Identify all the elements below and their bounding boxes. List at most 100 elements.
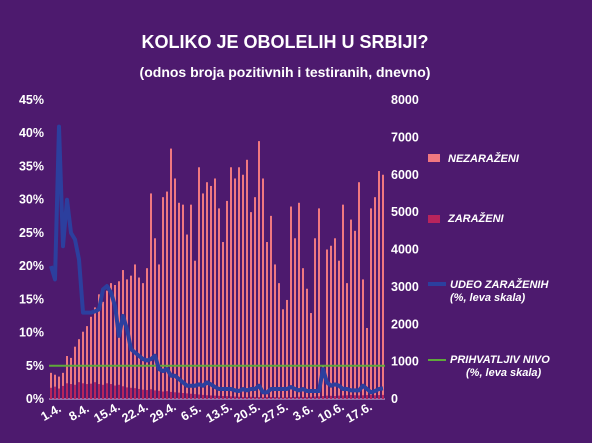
bar-zarazeni <box>286 397 288 399</box>
bar-nezarazeni <box>102 301 104 399</box>
bar-zarazeni <box>298 396 300 399</box>
bar-nezarazeni <box>222 242 224 399</box>
bar-nezarazeni <box>150 193 152 399</box>
chart-subtitle: (odnos broja pozitivnih i testiranih, dn… <box>140 64 431 80</box>
bar-nezarazeni <box>134 264 136 399</box>
chart-title: KOLIKO JE OBOLELIH U SRBIJI? <box>141 32 428 52</box>
bar-zarazeni <box>250 396 252 399</box>
bar-nezarazeni <box>66 356 68 399</box>
bar-zarazeni <box>182 393 184 399</box>
bar-nezarazeni <box>58 376 60 399</box>
bar-nezarazeni <box>318 208 320 399</box>
bar-zarazeni <box>206 395 208 399</box>
bar-zarazeni <box>214 395 216 399</box>
bar-nezarazeni <box>106 290 108 399</box>
bar-nezarazeni <box>74 346 76 399</box>
bar-zarazeni <box>310 396 312 399</box>
bar-nezarazeni <box>170 148 172 399</box>
bar-zarazeni <box>306 397 308 399</box>
bar-zarazeni <box>234 396 236 399</box>
legend-label-udeo: UDEO ZARAŽENIH <box>450 278 549 291</box>
left-tick-label: 5% <box>26 359 44 373</box>
bar-zarazeni <box>378 395 380 399</box>
bar-zarazeni <box>186 393 188 399</box>
bar-zarazeni <box>162 391 164 399</box>
bar-nezarazeni <box>310 313 312 399</box>
bar-zarazeni <box>134 388 136 399</box>
bar-zarazeni <box>246 397 248 399</box>
bar-nezarazeni <box>206 182 208 399</box>
bar-nezarazeni <box>94 307 96 399</box>
bar-zarazeni <box>290 397 292 399</box>
bar-nezarazeni <box>274 264 276 399</box>
bar-nezarazeni <box>342 204 344 399</box>
bar-zarazeni <box>338 395 340 399</box>
bar-nezarazeni <box>146 268 148 399</box>
right-tick-label: 3000 <box>391 280 419 294</box>
bar-zarazeni <box>302 396 304 399</box>
bar-nezarazeni <box>90 316 92 399</box>
right-tick-label: 8000 <box>391 93 419 107</box>
left-tick-label: 45% <box>19 93 44 107</box>
bar-zarazeni <box>342 395 344 399</box>
bar-zarazeni <box>74 384 76 399</box>
bar-zarazeni <box>138 388 140 399</box>
bar-nezarazeni <box>178 202 180 399</box>
bar-zarazeni <box>154 390 156 399</box>
bar-zarazeni <box>190 393 192 399</box>
bar-nezarazeni <box>162 197 164 399</box>
right-tick-label: 4000 <box>391 243 419 257</box>
bar-nezarazeni <box>158 264 160 399</box>
bar-zarazeni <box>294 396 296 399</box>
bar-zarazeni <box>82 383 84 399</box>
legend-label-nezarazeni: NEZARAŽENI <box>448 152 520 165</box>
bar-nezarazeni <box>50 372 52 399</box>
bar-nezarazeni <box>290 206 292 399</box>
legend: NEZARAŽENI ZARAŽENI UDEO ZARAŽENIH (%, l… <box>428 152 550 379</box>
bar-nezarazeni <box>154 238 156 399</box>
bar-nezarazeni <box>326 249 328 399</box>
bar-zarazeni <box>274 397 276 399</box>
bar-nezarazeni <box>234 178 236 399</box>
bar-nezarazeni <box>334 238 336 399</box>
bar-nezarazeni <box>210 185 212 399</box>
bar-zarazeni <box>330 395 332 399</box>
left-tick-label: 30% <box>19 193 44 207</box>
bar-zarazeni <box>314 396 316 399</box>
bar-nezarazeni <box>194 260 196 399</box>
right-tick-label: 2000 <box>391 317 419 331</box>
bar-nezarazeni <box>202 193 204 399</box>
bar-zarazeni <box>226 396 228 399</box>
bar-zarazeni <box>94 382 96 399</box>
legend-swatch-nezarazeni <box>428 154 440 162</box>
bar-zarazeni <box>374 395 376 399</box>
legend-swatch-zarazeni <box>428 215 440 223</box>
bar-zarazeni <box>106 383 108 399</box>
bar-nezarazeni <box>306 288 308 399</box>
bar-zarazeni <box>62 385 64 399</box>
bar-nezarazeni <box>166 191 168 399</box>
bar-nezarazeni <box>266 242 268 399</box>
left-tick-label: 15% <box>19 292 44 306</box>
left-tick-label: 25% <box>19 226 44 240</box>
bar-nezarazeni <box>270 215 272 399</box>
bar-nezarazeni <box>258 141 260 400</box>
bar-zarazeni <box>350 394 352 399</box>
bar-nezarazeni <box>262 178 264 399</box>
bar-nezarazeni <box>254 197 256 399</box>
bar-nezarazeni <box>302 268 304 399</box>
bar-zarazeni <box>130 387 132 399</box>
bar-nezarazeni <box>114 285 116 399</box>
bar-nezarazeni <box>374 197 376 399</box>
bar-zarazeni <box>86 384 88 399</box>
bar-nezarazeni <box>186 234 188 399</box>
right-tick-label: 7000 <box>391 130 419 144</box>
left-axis-ticks: 0% 5% 10% 15% 20% 25% 30% 35% 40% 45% <box>19 93 44 406</box>
bar-nezarazeni <box>242 174 244 399</box>
bar-zarazeni <box>66 383 68 399</box>
bar-nezarazeni <box>98 294 100 399</box>
bar-zarazeni <box>322 396 324 399</box>
bar-zarazeni <box>318 396 320 399</box>
bar-zarazeni <box>278 397 280 399</box>
